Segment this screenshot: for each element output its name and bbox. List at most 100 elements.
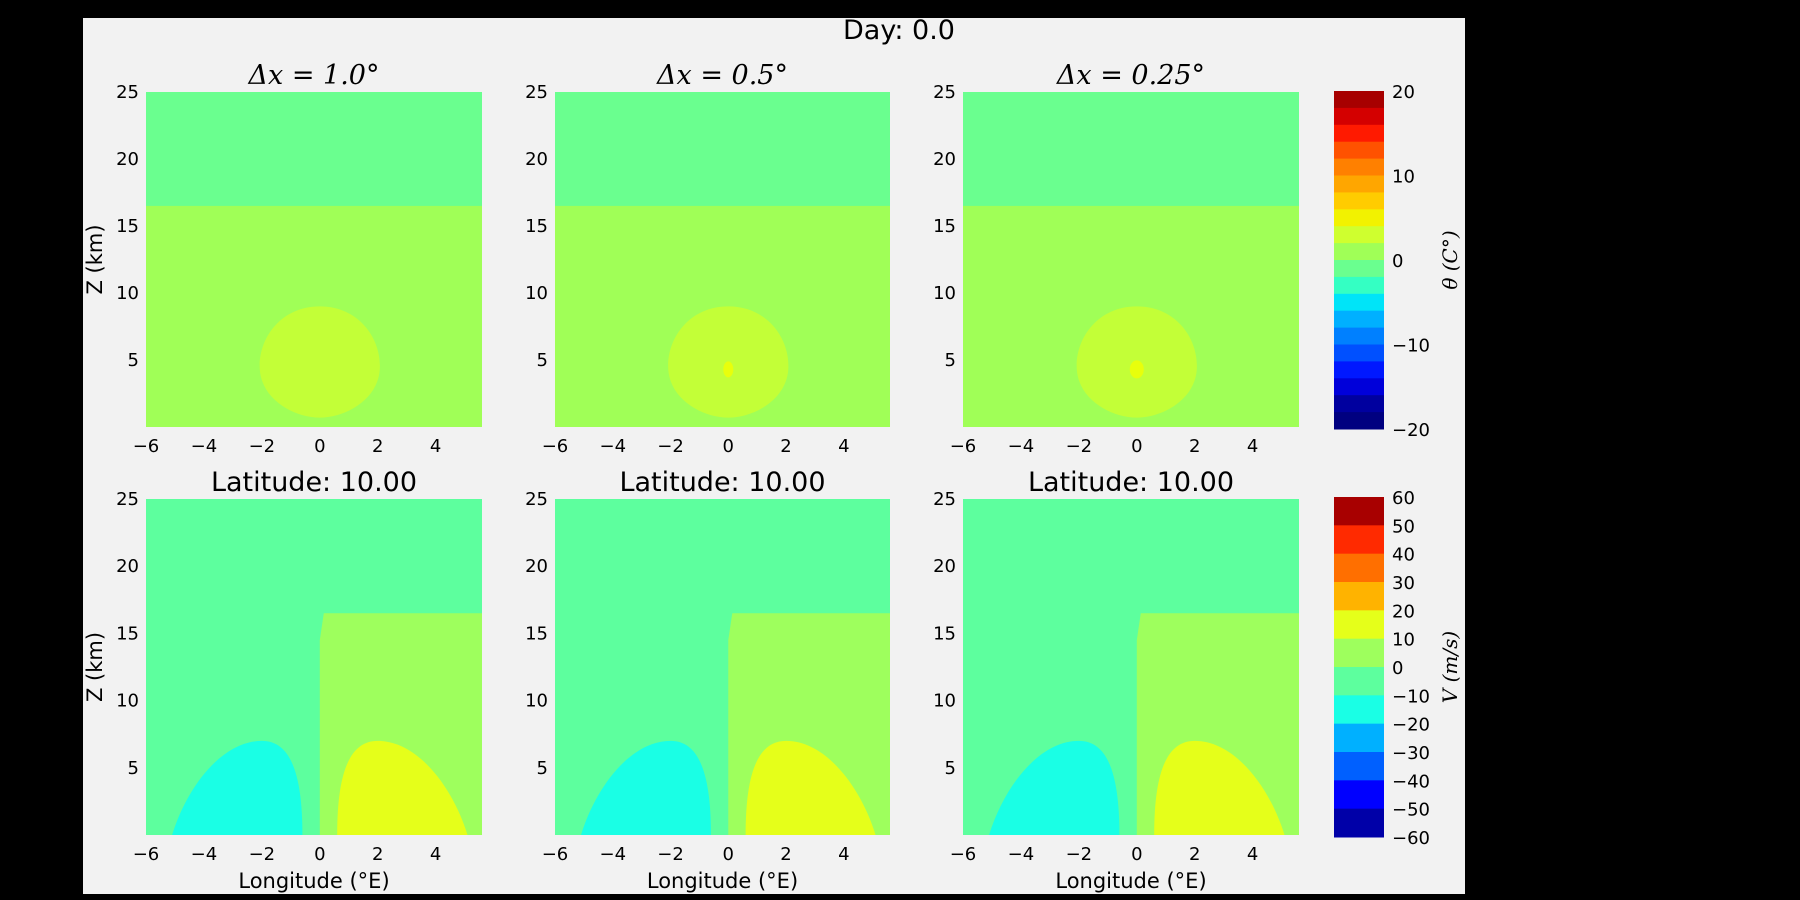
- colorbar-swatch: [1334, 525, 1384, 555]
- y-tick-label: 20: [933, 149, 956, 170]
- x-tick-label: −6: [133, 436, 160, 457]
- colorbar-tick-label: 30: [1392, 573, 1415, 594]
- region-negative-lobe: [989, 740, 1120, 835]
- panel-title: Δx = 0.25°: [1056, 60, 1205, 91]
- x-tick-label: 2: [372, 844, 383, 865]
- colorbar-swatch: [1334, 124, 1384, 143]
- x-tick-label: −4: [1008, 436, 1035, 457]
- panel-title: Latitude: 10.00: [211, 467, 417, 498]
- colorbar-swatch: [1334, 638, 1384, 668]
- y-tick-label: 10: [525, 283, 548, 304]
- colorbar-swatch: [1334, 226, 1384, 244]
- panel-3: −6 −4 −2 0 2 4 5 10 15 20 25 Δx = 0.25°: [933, 60, 1299, 457]
- y-tick-label: 15: [525, 623, 548, 644]
- region-positive-lobe: [1154, 740, 1285, 835]
- colorbar-tick-label: 0: [1392, 251, 1403, 272]
- colorbar-tick-label: 0: [1392, 658, 1403, 679]
- colorbar-tick-label: 60: [1392, 488, 1415, 509]
- x-tick-label: 4: [1247, 436, 1258, 457]
- x-axis-label: Longitude (°E): [647, 869, 798, 893]
- colorbar-swatch: [1334, 276, 1384, 295]
- x-tick-label: 0: [314, 844, 325, 865]
- x-tick-label: 0: [723, 436, 734, 457]
- region-negative-lobe: [580, 740, 711, 835]
- y-tick-label: 25: [116, 82, 139, 103]
- region-positive-lobe: [337, 740, 468, 835]
- x-tick-label: −2: [249, 844, 276, 865]
- colorbar-v: 60 50 40 30 20 10 0 −10 −20 −30 −40 −50 −60 V (m/s): [1334, 488, 1462, 849]
- colorbar-label: V (m/s): [1438, 631, 1462, 703]
- y-tick-label: 5: [537, 758, 548, 779]
- colorbar-tick-label: −60: [1392, 828, 1430, 849]
- colorbar-swatch: [1334, 497, 1384, 526]
- colorbar-swatch: [1334, 293, 1384, 312]
- x-tick-label: −6: [133, 844, 160, 865]
- panel-1: −6 −4 −2 0 2 4 5 10 15 20 25 Δx = 1.0° Z (km): [83, 60, 482, 457]
- y-tick-label: 25: [525, 82, 548, 103]
- colorbar-swatch: [1334, 209, 1384, 227]
- colorbar-swatch: [1334, 107, 1384, 126]
- y-tick-label: 25: [525, 489, 548, 510]
- y-tick-label: 25: [116, 489, 139, 510]
- colorbar-swatch: [1334, 780, 1384, 810]
- colorbar-swatch: [1334, 723, 1384, 753]
- colorbar-tick-label: 20: [1392, 601, 1415, 622]
- x-tick-label: −2: [1066, 436, 1093, 457]
- colorbar-tick-label: 10: [1392, 630, 1415, 651]
- y-tick-label: 15: [116, 623, 139, 644]
- x-tick-label: −6: [542, 844, 569, 865]
- x-tick-label: 4: [1247, 844, 1258, 865]
- y-tick-label: 20: [933, 556, 956, 577]
- region-positive-lobe: [745, 740, 876, 835]
- panel-2: −6 −4 −2 0 2 4 5 10 15 20 25 Δx = 0.5°: [525, 60, 890, 457]
- x-tick-label: 0: [314, 436, 325, 457]
- panel-4: −6 −4 −2 0 2 4 5 10 15 20 25 Latitude: 10.00 Longitu…: [83, 467, 482, 893]
- x-tick-label: 2: [780, 844, 791, 865]
- contour-field: [963, 499, 1299, 835]
- y-axis-label: Z (km): [83, 224, 107, 294]
- panel-5: −6 −4 −2 0 2 4 5 10 15 20 25 Latitude: 10.00 Longitu…: [525, 467, 890, 893]
- figure: Day: 0.0 −6 −4 −2 0 2 4 5 10 15 20 25 Δx = 1.0° Z (km…: [83, 18, 1465, 894]
- x-tick-label: 4: [838, 844, 849, 865]
- panel-6: −6 −4 −2 0 2 4 5 10 15 20 25 Latitude: 10.00 Longitu…: [933, 467, 1299, 893]
- x-tick-label: −4: [191, 844, 218, 865]
- colorbar-tick-label: −40: [1392, 771, 1430, 792]
- x-tick-label: 4: [838, 436, 849, 457]
- y-tick-label: 25: [933, 82, 956, 103]
- y-tick-label: 15: [525, 216, 548, 237]
- x-tick-label: −2: [249, 436, 276, 457]
- contour-field: [963, 92, 1299, 427]
- colorbar-label: θ (C°): [1438, 230, 1462, 289]
- colorbar-tick-label: 50: [1392, 516, 1415, 537]
- x-tick-label: 4: [430, 844, 441, 865]
- colorbar-swatch: [1334, 91, 1384, 109]
- panel-title: Latitude: 10.00: [1028, 467, 1234, 498]
- y-tick-label: 5: [945, 758, 956, 779]
- colorbar-swatch: [1334, 344, 1384, 362]
- colorbar-swatch: [1334, 667, 1384, 696]
- colorbar-swatch: [1334, 175, 1384, 193]
- colorbar-tick-label: −20: [1392, 420, 1430, 441]
- x-tick-label: 2: [780, 436, 791, 457]
- y-tick-label: 10: [116, 283, 139, 304]
- colorbar-swatch: [1334, 361, 1384, 379]
- x-axis-label: Longitude (°E): [238, 869, 389, 893]
- y-tick-label: 5: [537, 350, 548, 371]
- colorbar-swatch: [1334, 395, 1384, 413]
- colorbar-swatch: [1334, 610, 1384, 640]
- x-tick-label: −4: [191, 436, 218, 457]
- colorbar-swatch: [1334, 327, 1384, 345]
- y-tick-label: 10: [116, 691, 139, 712]
- x-tick-label: −2: [657, 844, 684, 865]
- y-axis-label: Z (km): [83, 632, 107, 702]
- colorbar-swatch: [1334, 310, 1384, 329]
- y-tick-label: 20: [116, 556, 139, 577]
- region-warm-core: [723, 361, 734, 378]
- colorbar-swatch: [1334, 752, 1384, 781]
- region-warm-core: [1129, 360, 1144, 379]
- colorbar-swatch: [1334, 141, 1384, 160]
- colorbar-tick-label: −10: [1392, 336, 1430, 357]
- y-tick-label: 15: [116, 216, 139, 237]
- y-tick-label: 20: [525, 556, 548, 577]
